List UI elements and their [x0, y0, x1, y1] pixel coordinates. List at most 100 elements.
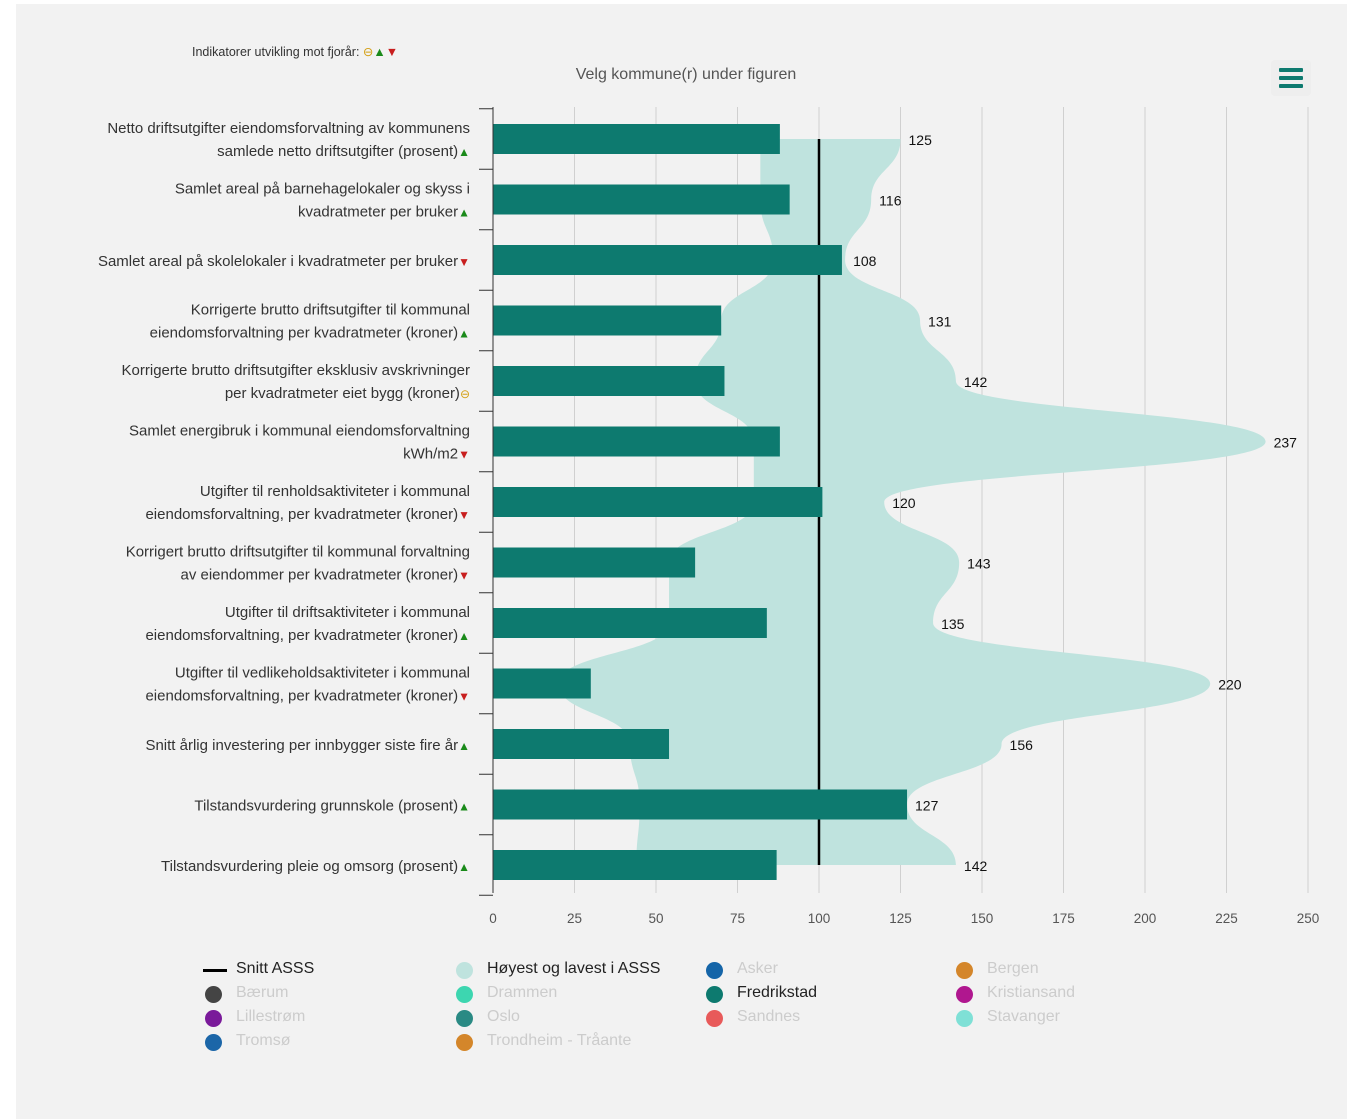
- bar-fredrikstad: [493, 305, 722, 336]
- hamburger-icon-bar: [1279, 76, 1303, 80]
- max-value-label: 142: [964, 858, 988, 874]
- trend-up-icon: ▲: [458, 145, 470, 159]
- category-label-line2: Samlet areal på skolelokaler i kvadratme…: [98, 253, 470, 270]
- category-label-line2: eiendomsforvaltning per kvadratmeter (kr…: [150, 325, 470, 342]
- legend-label: Kristiansand: [987, 984, 1076, 1001]
- legend-label: Snitt ASSS: [236, 960, 315, 977]
- category-label-text: Samlet areal på skolelokaler i kvadratme…: [98, 253, 458, 270]
- x-tick-label: 125: [889, 911, 912, 926]
- legend-label: Asker: [737, 960, 778, 977]
- trend-up-icon: ▲: [458, 739, 470, 753]
- category-label-line2: Tilstandsvurdering grunnskole (prosent)▲: [194, 798, 470, 815]
- max-value-label: 108: [853, 253, 877, 269]
- legend-label: Lillestrøm: [236, 1008, 306, 1025]
- category-label-text: samlede netto driftsutgifter (prosent): [217, 143, 458, 160]
- bar-fredrikstad: [493, 668, 591, 699]
- bar-fredrikstad-overlay: [493, 487, 823, 517]
- trend-down-icon: ▼: [458, 508, 470, 522]
- legend-label: Høyest og lavest i ASSS: [487, 960, 661, 977]
- category-label-line1: Korrigerte brutto driftsutgifter eksklus…: [122, 362, 470, 379]
- category-label-line1: Samlet energibruk i kommunal eiendomsfor…: [129, 423, 470, 440]
- trend-up-icon: ▲: [458, 860, 470, 874]
- category-label-text: kvadratmeter per bruker: [298, 204, 458, 221]
- legend-dot-icon: [956, 986, 973, 1003]
- category-label-line1: Utgifter til driftsaktiviteter i kommuna…: [225, 604, 470, 621]
- max-value-label: 237: [1274, 435, 1298, 451]
- max-value-label: 116: [879, 193, 902, 209]
- x-tick-label: 75: [730, 911, 745, 926]
- trend-down-icon: ▼: [458, 448, 470, 462]
- trend-up-icon: ▲: [458, 327, 470, 341]
- legend-dot-icon: [956, 1010, 973, 1027]
- legend-label: Oslo: [487, 1008, 520, 1025]
- x-tick-label: 175: [1052, 911, 1075, 926]
- x-tick-label: 150: [971, 911, 994, 926]
- legend-line-icon: [203, 969, 227, 972]
- legend-label: Trondheim - Tråante: [487, 1032, 632, 1049]
- legend-label: Drammen: [487, 984, 558, 1001]
- category-label-line2: eiendomsforvaltning, per kvadratmeter (k…: [145, 688, 470, 705]
- bar-fredrikstad: [493, 729, 670, 759]
- category-label-line1: Korrigert brutto driftsutgifter til komm…: [126, 544, 470, 561]
- category-label-text: eiendomsforvaltning, per kvadratmeter (k…: [145, 688, 458, 705]
- min-max-band: [558, 139, 1266, 865]
- bar-fredrikstad: [493, 850, 777, 880]
- legend-dot-icon: [706, 986, 723, 1003]
- down-indicator-icon: ▼: [385, 45, 399, 59]
- bar-fredrikstad: [493, 426, 780, 457]
- category-label-line2: samlede netto driftsutgifter (prosent)▲: [217, 143, 470, 160]
- neutral-indicator-icon: ⊖: [362, 45, 374, 59]
- bar-fredrikstad: [493, 184, 790, 215]
- trend-up-icon: ▲: [458, 206, 470, 220]
- category-label-text: per kvadratmeter eiet bygg (kroner): [225, 385, 460, 402]
- category-label-line1: Korrigerte brutto driftsutgifter til kom…: [191, 302, 470, 319]
- chart-subtitle: Velg kommune(r) under figuren: [575, 66, 797, 83]
- chart-menu-button[interactable]: [1271, 60, 1311, 96]
- max-value-label: 142: [964, 374, 988, 390]
- legend-dot-icon: [456, 962, 473, 979]
- category-label-line2: per kvadratmeter eiet bygg (kroner)⊖: [225, 385, 470, 402]
- trend-up-icon: ▲: [458, 800, 470, 814]
- max-value-label: 156: [1010, 737, 1034, 753]
- x-tick-label: 200: [1134, 911, 1157, 926]
- legend-dot-icon: [706, 1010, 723, 1027]
- legend-label: Sandnes: [737, 1008, 801, 1025]
- category-label-text: Tilstandsvurdering grunnskole (prosent): [194, 798, 458, 815]
- trend-up-icon: ▲: [458, 629, 470, 643]
- legend-label: Stavanger: [987, 1008, 1060, 1025]
- bar-fredrikstad-overlay: [493, 245, 842, 275]
- category-label-line2: eiendomsforvaltning, per kvadratmeter (k…: [145, 506, 470, 523]
- x-tick-label: 25: [567, 911, 582, 926]
- x-tick-label: 100: [808, 911, 831, 926]
- legend-label: Fredrikstad: [737, 984, 818, 1001]
- max-value-label: 143: [967, 556, 991, 572]
- hamburger-icon: [1279, 68, 1303, 72]
- x-tick-label: 225: [1215, 911, 1238, 926]
- legend-label: Bærum: [236, 984, 289, 1001]
- bar-fredrikstad: [493, 366, 725, 396]
- bar-fredrikstad: [493, 124, 780, 154]
- max-value-label: 125: [909, 132, 933, 148]
- bar-fredrikstad-overlay: [493, 789, 908, 820]
- category-label-text: kWh/m2: [403, 446, 458, 463]
- category-label-line1: Netto driftsutgifter eiendomsforvaltning…: [107, 120, 470, 137]
- trend-neutral-icon: ⊖: [460, 387, 470, 401]
- legend-dot-icon: [205, 986, 222, 1003]
- trend-indicator-legend: Indikatorer utvikling mot fjorår: ⊖▲▼: [192, 44, 398, 59]
- category-label-line2: av eiendommer per kvadratmeter (kroner)▼: [181, 567, 471, 584]
- category-label-line2: Tilstandsvurdering pleie og omsorg (pros…: [161, 858, 470, 875]
- trend-down-icon: ▼: [458, 569, 470, 583]
- legend-dot-icon: [456, 1034, 473, 1051]
- legend-dot-icon: [205, 1034, 222, 1051]
- legend-dot-icon: [956, 962, 973, 979]
- category-label-line2: Snitt årlig investering per innbygger si…: [145, 737, 470, 754]
- category-label-line1: Samlet areal på barnehagelokaler og skys…: [175, 181, 470, 198]
- category-label-text: eiendomsforvaltning, per kvadratmeter (k…: [145, 627, 458, 644]
- category-label-line2: kWh/m2▼: [403, 446, 470, 463]
- category-label-line1: Utgifter til vedlikeholdsaktiviteter i k…: [175, 665, 470, 682]
- category-label-line2: kvadratmeter per bruker▲: [298, 204, 470, 221]
- max-value-label: 131: [928, 314, 952, 330]
- category-label-text: eiendomsforvaltning, per kvadratmeter (k…: [145, 506, 458, 523]
- max-value-label: 135: [941, 616, 965, 632]
